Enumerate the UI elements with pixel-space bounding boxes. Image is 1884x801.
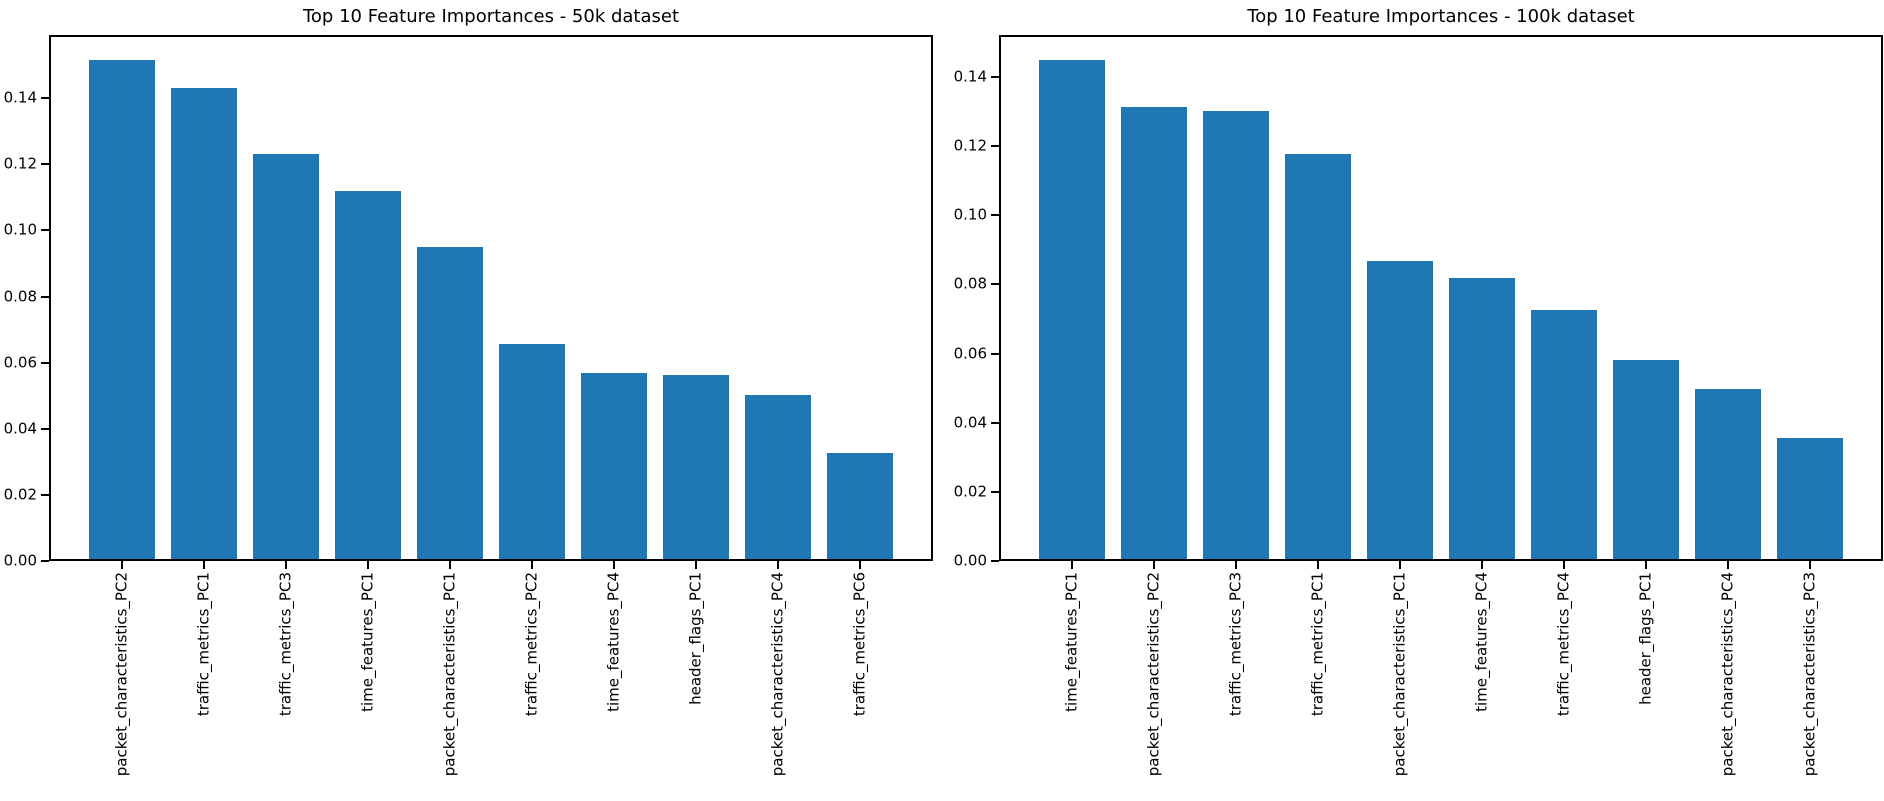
bar-traffic_metrics_PC4: [1531, 310, 1597, 561]
x-tick-mark: [1398, 561, 1401, 569]
x-tick-label: traffic_metrics_PC3: [276, 572, 295, 717]
y-tick-label: 0.02: [3, 485, 37, 504]
y-tick-mark: [41, 163, 49, 166]
y-tick-label: 0.06: [3, 353, 37, 372]
chart-title-100k: Top 10 Feature Importances - 100k datase…: [1247, 6, 1635, 27]
x-tick-mark: [695, 561, 697, 569]
x-tick-label: traffic_metrics_PC1: [194, 572, 213, 717]
bar-packet_characteristics_PC1: [1367, 260, 1433, 561]
x-tick-label: packet_characteristics_PC2: [112, 572, 131, 777]
bar-time_features_PC4: [581, 373, 647, 561]
x-tick-mark: [1481, 561, 1483, 569]
x-tick-mark: [1070, 561, 1073, 569]
y-tick-label: 0.04: [3, 419, 37, 438]
bar-traffic_metrics_PC6: [827, 452, 893, 561]
y-tick-mark: [41, 97, 49, 100]
bar-packet_characteristics_PC4: [745, 395, 811, 561]
x-tick-mark: [1563, 561, 1565, 569]
x-tick-label: packet_characteristics_PC1: [1390, 572, 1409, 777]
x-tick-mark: [531, 561, 533, 569]
bar-traffic_metrics_PC1: [171, 87, 237, 561]
x-tick-label: header_flags_PC1: [1636, 572, 1655, 705]
x-tick-mark: [1152, 561, 1155, 569]
bar-packet_characteristics_PC2: [1121, 107, 1187, 561]
chart-panel-50k: Top 10 Feature Importances - 50k dataset…: [4, 6, 933, 777]
bar-traffic_metrics_PC2: [499, 344, 565, 561]
x-tick-mark: [1645, 561, 1647, 569]
y-tick-mark: [991, 75, 999, 78]
x-tick-label: time_features_PC1: [358, 572, 377, 712]
x-tick-mark: [202, 561, 205, 569]
bar-time_features_PC1: [335, 191, 401, 561]
bar-traffic_metrics_PC3: [1203, 111, 1269, 561]
x-tick-label: packet_characteristics_PC4: [768, 572, 787, 777]
bar-time_features_PC4: [1449, 278, 1515, 561]
x-tick-mark: [284, 561, 287, 569]
y-tick-label: 0.02: [953, 482, 987, 501]
y-tick-mark: [991, 214, 999, 217]
x-tick-mark: [1316, 561, 1319, 569]
y-tick-label: 0.12: [3, 154, 37, 173]
x-tick-mark: [448, 561, 451, 569]
y-tick-label: 0.08: [3, 287, 37, 305]
y-tick-mark: [41, 229, 49, 232]
x-tick-mark: [366, 561, 369, 569]
y-tick-label: 0.10: [3, 220, 37, 239]
y-tick-label: 0.08: [953, 274, 987, 293]
y-tick-mark: [991, 490, 999, 493]
bar-traffic_metrics_PC3: [253, 153, 319, 561]
x-tick-label: header_flags_PC1: [686, 572, 705, 705]
x-tick-label: traffic_metrics_PC3: [1226, 572, 1245, 717]
x-tick-label: time_features_PC1: [1062, 572, 1081, 712]
x-tick-label: traffic_metrics_PC2: [522, 572, 541, 717]
y-tick-label: 0.10: [953, 205, 987, 224]
y-tick-mark: [41, 361, 49, 364]
y-tick-mark: [991, 283, 999, 286]
bar-packet_characteristics_PC1: [417, 246, 483, 561]
x-tick-label: traffic_metrics_PC4: [1554, 572, 1573, 717]
x-tick-label: traffic_metrics_PC1: [1308, 572, 1327, 717]
plot-area-100k: 0.00 0.02 0.04 0.06 0.08 0.10 0.12 0.14: [954, 35, 1883, 569]
x-tick-label: packet_characteristics_PC4: [1718, 572, 1737, 777]
y-tick-mark: [41, 427, 49, 430]
y-tick-mark: [41, 295, 49, 298]
chart-panel-100k: Top 10 Feature Importances - 100k datase…: [942, 0, 1884, 801]
y-tick-mark: [991, 145, 999, 147]
plot-area-50k: 0.00 0.02 0.04 0.06 0.08 0.10 0.12 0.14: [4, 35, 933, 569]
y-tick-mark: [41, 560, 49, 562]
bar-time_features_PC1: [1039, 60, 1105, 561]
x-tick-mark: [859, 561, 862, 569]
y-tick-mark: [41, 493, 49, 496]
y-tick-label: 0.12: [953, 136, 987, 155]
bar-packet_characteristics_PC2: [89, 60, 155, 561]
y-tick-label: 0.06: [953, 344, 987, 362]
y-tick-label: 0.00: [953, 551, 987, 570]
y-tick-mark: [991, 560, 999, 562]
x-tick-mark: [1809, 561, 1812, 569]
x-tick-label: packet_characteristics_PC3: [1800, 572, 1819, 777]
y-tick-mark: [991, 421, 999, 424]
x-tick-mark: [120, 561, 123, 569]
x-tick-mark: [777, 561, 779, 569]
bar-header_flags_PC1: [1613, 360, 1679, 561]
x-tick-mark: [613, 561, 615, 569]
x-tick-label: traffic_metrics_PC6: [850, 572, 869, 717]
x-tick-mark: [1727, 561, 1729, 569]
x-tick-label: time_features_PC4: [604, 572, 623, 712]
bar-traffic_metrics_PC1: [1285, 153, 1351, 561]
y-tick-label: 0.14: [3, 88, 37, 107]
x-tick-label: packet_characteristics_PC2: [1144, 572, 1163, 777]
y-tick-label: 0.14: [953, 67, 987, 86]
bar-packet_characteristics_PC3: [1777, 437, 1843, 561]
y-tick-label: 0.00: [3, 551, 37, 570]
x-tick-mark: [1234, 561, 1237, 569]
y-tick-mark: [991, 352, 999, 355]
bar-header_flags_PC1: [663, 375, 729, 561]
y-tick-label: 0.04: [953, 413, 987, 432]
bar-packet_characteristics_PC4: [1695, 389, 1761, 561]
x-tick-label: time_features_PC4: [1472, 572, 1491, 712]
x-tick-label: packet_characteristics_PC1: [440, 572, 459, 777]
chart-title-50k: Top 10 Feature Importances - 50k dataset: [302, 6, 680, 27]
